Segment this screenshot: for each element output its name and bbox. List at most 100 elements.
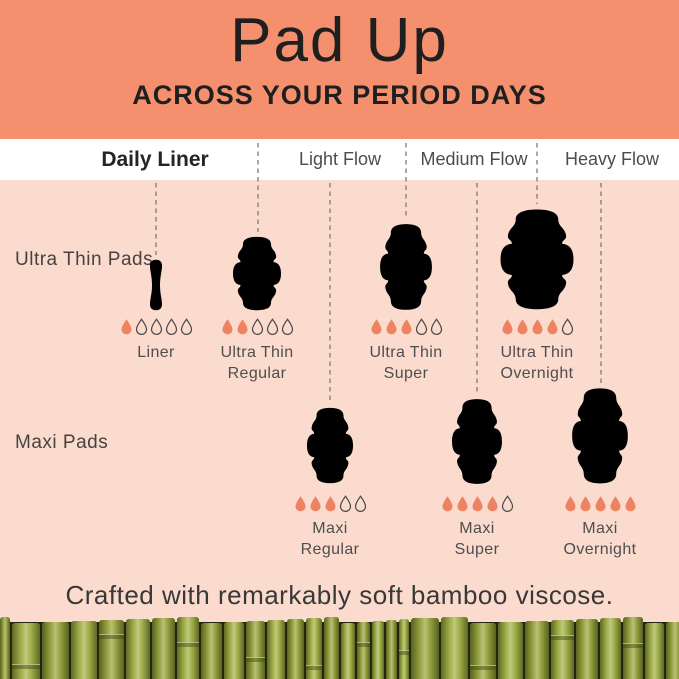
bamboo-stalk <box>99 620 124 679</box>
droplet-icon <box>165 318 177 335</box>
bamboo-stalk <box>201 623 222 679</box>
winged-pad-icon <box>451 397 503 487</box>
droplet-icon <box>294 496 306 512</box>
bamboo-stalk <box>341 623 355 679</box>
droplet-icon <box>236 319 248 335</box>
bamboo-stalk <box>0 617 10 679</box>
bamboo-stalk <box>42 622 69 679</box>
bamboo-stalk <box>12 623 40 679</box>
droplet-icon <box>456 496 468 512</box>
droplet-icon <box>546 319 558 335</box>
droplet-icon <box>150 318 162 335</box>
bamboo-stalk <box>399 619 409 679</box>
droplet-icon <box>579 496 591 512</box>
droplet-icon <box>251 318 263 335</box>
bamboo-stalk <box>411 618 439 679</box>
page-title: Pad Up <box>230 6 449 75</box>
bamboo-stalk <box>645 623 664 679</box>
droplet-icon <box>486 496 498 512</box>
droplet-icon <box>624 496 636 512</box>
winged-pad-icon <box>379 222 433 313</box>
bamboo-stalk <box>576 619 598 679</box>
droplet-icon <box>441 496 453 512</box>
column-header-light-flow: Light Flow <box>298 149 382 169</box>
droplet-icon <box>281 318 293 335</box>
droplet-icon <box>516 319 528 335</box>
bamboo-stalk <box>224 622 244 679</box>
droplet-icon <box>385 319 397 335</box>
liner-pad-icon <box>144 258 168 312</box>
droplet-icon <box>561 318 573 335</box>
bamboo-stalk <box>470 623 496 679</box>
row-label-ultra-thin-pads: Ultra Thin Pads <box>15 249 154 270</box>
absorbency-rating <box>499 318 575 336</box>
winged-pad-icon <box>232 235 282 313</box>
droplet-icon <box>120 319 132 335</box>
droplet-icon <box>501 495 513 512</box>
column-header-daily-liner: Daily Liner <box>101 147 209 171</box>
winged-pad-icon <box>499 207 575 313</box>
bamboo-stalk <box>287 619 304 679</box>
bamboo-stalk <box>306 618 322 679</box>
header: Pad Up ACROSS YOUR PERIOD DAYS <box>0 0 679 139</box>
droplet-icon <box>564 496 576 512</box>
bamboo-stalk <box>246 621 265 679</box>
product-label: Ultra Thin Super <box>369 344 443 382</box>
bamboo-stalk <box>126 619 150 679</box>
bamboo-strip <box>0 617 679 679</box>
bamboo-stalk <box>372 621 384 679</box>
absorbency-rating <box>368 318 444 336</box>
droplet-icon <box>180 318 192 335</box>
bamboo-stalk <box>324 617 339 679</box>
bamboo-stalk <box>386 620 397 679</box>
droplet-icon <box>221 319 233 335</box>
bamboo-stalk <box>551 620 574 679</box>
product-label: Ultra Thin Overnight <box>500 344 574 382</box>
droplet-icon <box>471 496 483 512</box>
column-header-heavy-flow: Heavy Flow <box>564 149 660 169</box>
row-label-maxi-pads: Maxi Pads <box>15 432 109 453</box>
absorbency-rating <box>439 495 515 513</box>
droplet-icon <box>501 319 513 335</box>
bamboo-stalk <box>357 622 370 679</box>
absorbency-rating <box>292 495 368 513</box>
product-label: Liner <box>137 344 175 361</box>
absorbency-rating <box>219 318 295 336</box>
flow-header-band: Daily Liner Light Flow Medium Flow Heavy… <box>0 139 679 180</box>
droplet-icon <box>266 318 278 335</box>
bamboo-stalk <box>498 622 523 679</box>
footer-tagline: Crafted with remarkably soft bamboo visc… <box>65 580 614 610</box>
droplet-icon <box>354 495 366 512</box>
droplet-icon <box>400 319 412 335</box>
droplet-icon <box>609 496 621 512</box>
droplet-icon <box>324 496 336 512</box>
bamboo-stalk <box>71 621 97 679</box>
bamboo-stalk <box>177 617 199 679</box>
winged-pad-icon <box>306 406 354 486</box>
page-subtitle: ACROSS YOUR PERIOD DAYS <box>132 80 547 110</box>
absorbency-rating <box>562 495 638 513</box>
bamboo-stalk <box>600 618 621 679</box>
bamboo-stalk <box>441 617 468 679</box>
product-label: Maxi Overnight <box>563 520 637 558</box>
product-label: Ultra Thin Regular <box>220 344 294 382</box>
droplet-icon <box>594 496 606 512</box>
droplet-icon <box>415 318 427 335</box>
absorbency-rating <box>118 318 194 336</box>
bamboo-stalk <box>152 618 175 679</box>
droplet-icon <box>309 496 321 512</box>
column-header-medium-flow: Medium Flow <box>420 149 528 169</box>
bamboo-stalk <box>666 622 679 679</box>
product-label: Maxi Regular <box>300 520 360 558</box>
product-label: Maxi Super <box>454 520 500 558</box>
bamboo-stalk <box>525 621 549 679</box>
droplet-icon <box>135 318 147 335</box>
droplet-icon <box>370 319 382 335</box>
droplet-icon <box>430 318 442 335</box>
bamboo-stalk <box>623 617 643 679</box>
winged-pad-icon <box>571 386 629 487</box>
bamboo-stalk <box>267 620 285 679</box>
droplet-icon <box>531 319 543 335</box>
droplet-icon <box>339 495 351 512</box>
